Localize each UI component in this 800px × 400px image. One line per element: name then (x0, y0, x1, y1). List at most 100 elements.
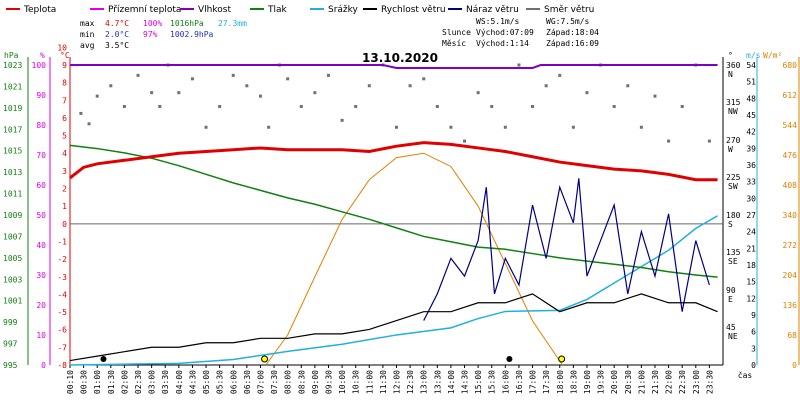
stat-label: max (80, 19, 95, 28)
direction-name: SE (728, 257, 738, 266)
wind-direction-point (109, 84, 113, 88)
x-tick-label: 08:00 (284, 370, 293, 394)
humidity-tick: 10 (36, 331, 46, 340)
sunrise-marker (261, 355, 269, 363)
direction-tick: 225 (726, 173, 741, 182)
x-tick-label: 11:00 (365, 370, 374, 394)
pressure-tick: 1019 (3, 104, 22, 113)
x-tick-label: 19:30 (597, 370, 606, 394)
direction-tick: 180 (726, 211, 741, 220)
wind-direction-point (544, 84, 548, 88)
temperature-tick: 4 (62, 149, 67, 158)
stat-value: 27.3mm (218, 19, 247, 28)
temperature-tick: -5 (57, 308, 67, 317)
x-tick-label: 17:00 (529, 370, 538, 394)
wind-direction-point (122, 105, 126, 108)
wind-direction-point (340, 118, 344, 122)
temperature-axis-label: °C (60, 51, 70, 60)
wind-direction-point (585, 91, 589, 95)
direction-tick: 270 (726, 136, 741, 145)
x-tick-label: 14:30 (461, 370, 470, 394)
pressure-axis-label: hPa (4, 51, 19, 60)
wind-direction-point (626, 84, 630, 88)
wind-direction-point (517, 63, 521, 67)
x-tick-label: 20:30 (624, 370, 633, 394)
temperature-tick: -1 (57, 237, 67, 246)
direction-name: NW (728, 107, 738, 116)
wind-direction-point (503, 125, 507, 129)
humidity-tick: 70 (36, 151, 46, 160)
radiation-tick: 0 (792, 361, 797, 370)
wind-tick: 21 (746, 244, 756, 253)
legend-label: Vlhkost (198, 5, 231, 15)
x-tick-label: 10:30 (352, 370, 361, 394)
pressure-tick: 1013 (3, 168, 22, 177)
wind-direction-point (299, 105, 303, 108)
wind-tick: 9 (751, 311, 756, 320)
pressure-tick: 997 (3, 340, 18, 349)
pressure-tick: 995 (3, 361, 18, 370)
direction-name: SW (728, 182, 738, 191)
temperature-tick: 3 (62, 167, 67, 176)
legend-label: Srážky (328, 5, 359, 15)
stat-label: min (80, 30, 95, 39)
wind-direction-point (667, 139, 671, 143)
radiation-tick: 204 (783, 271, 798, 280)
humidity-tick: 20 (36, 301, 46, 310)
x-tick-label: 02:00 (120, 370, 129, 394)
wind-direction-point (313, 91, 317, 95)
temperature-tick: -8 (57, 361, 67, 370)
wind-tick: 6 (751, 328, 756, 337)
wind-axis-label: m/s (746, 51, 761, 60)
stat-value: 1016hPa (170, 19, 204, 28)
wind-direction-point (95, 94, 99, 98)
wind-direction-point (476, 91, 480, 95)
legend-label: Náraz větru (466, 5, 519, 15)
radiation-tick: 136 (783, 301, 798, 310)
x-tick-label: 02:30 (134, 370, 143, 394)
pressure-tick: 1015 (3, 147, 22, 156)
radiation-tick: 612 (783, 91, 798, 100)
direction-axis-label: ° (728, 51, 733, 60)
humidity-tick: 40 (36, 241, 46, 250)
wind-direction-point (136, 73, 140, 77)
direction-name: E (728, 295, 733, 304)
legend-label: Tlak (267, 5, 288, 15)
wind-direction-point (490, 105, 494, 108)
wind-direction-point (571, 125, 575, 129)
stat-label: avg (80, 41, 95, 50)
moonrise-marker (100, 356, 107, 362)
wind-tick: 39 (746, 144, 756, 153)
wind-tick: 45 (746, 111, 756, 120)
wind-direction-point (150, 91, 154, 95)
wind-direction-point (190, 77, 194, 81)
stat-value: 1002.9hPa (170, 30, 214, 39)
wind-direction-point (435, 105, 439, 108)
temperature-tick: 7 (62, 96, 67, 105)
x-tick-label: 01:30 (107, 370, 116, 394)
rain-line (69, 215, 718, 366)
pressure-tick: 1011 (3, 190, 22, 199)
temperature-tick: 9 (62, 61, 67, 70)
humidity-line (70, 64, 718, 69)
x-tick-label: 00:30 (80, 370, 89, 394)
x-tick-label: 09:00 (311, 370, 320, 394)
x-tick-label: 10:00 (338, 370, 347, 394)
wind-direction-point (531, 105, 535, 108)
sunrise-info: Východ:07:09 (476, 28, 534, 37)
x-tick-label: 07:00 (256, 370, 265, 394)
x-tick-label: 23:00 (692, 370, 701, 394)
wind-tick: 3 (751, 344, 756, 353)
wind-direction-point (422, 77, 426, 81)
stat-value: 97% (143, 30, 158, 39)
x-tick-label: 21:00 (637, 370, 646, 394)
wind-direction-point (204, 125, 208, 129)
temperature-tick: 10 (57, 43, 67, 52)
radiation-tick: 272 (783, 241, 798, 250)
direction-name: NE (728, 332, 738, 341)
direction-tick: 360 (726, 61, 741, 70)
temperature-tick: -2 (57, 255, 67, 264)
stat-value: 4.7°C (105, 19, 129, 28)
pressure-tick: 1021 (3, 82, 22, 91)
wind-tick: 33 (746, 178, 756, 187)
